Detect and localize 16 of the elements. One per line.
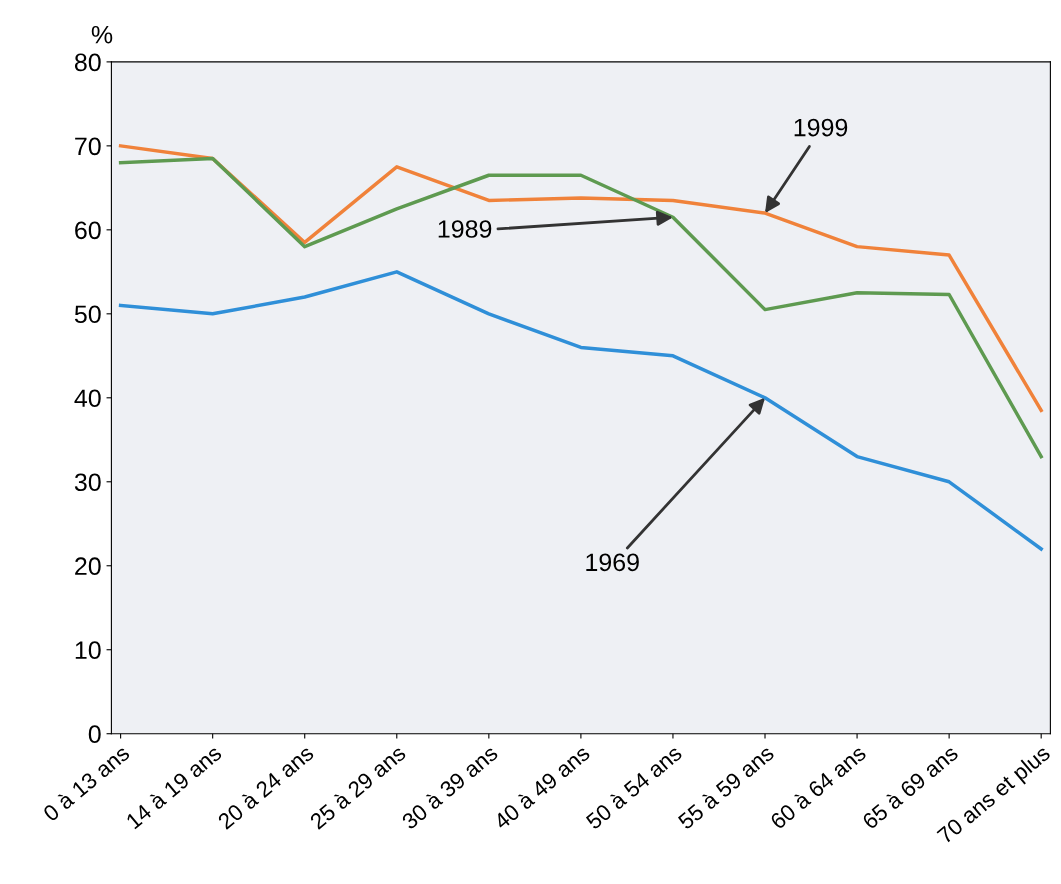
annotation: 1989 <box>438 220 492 238</box>
y-tick-label: 30 <box>74 473 101 492</box>
y-tick-label: 50 <box>74 305 101 324</box>
y-tick-label: 40 <box>74 389 101 408</box>
annotation: 1999 <box>794 118 848 137</box>
y-tick-label: 60 <box>75 221 101 240</box>
y-tick-label: 10 <box>75 641 101 660</box>
y-tick-label: 0 <box>88 725 101 744</box>
y-tick-label: 70 <box>75 137 101 156</box>
annotation: 1969 <box>586 553 639 572</box>
y-tick-label: 80 <box>74 53 101 72</box>
line-series <box>118 270 1043 551</box>
y-axis-title: % <box>91 25 113 44</box>
y-tick-label: 20 <box>75 557 101 576</box>
line-series <box>118 156 1043 459</box>
line-series <box>118 144 1043 413</box>
